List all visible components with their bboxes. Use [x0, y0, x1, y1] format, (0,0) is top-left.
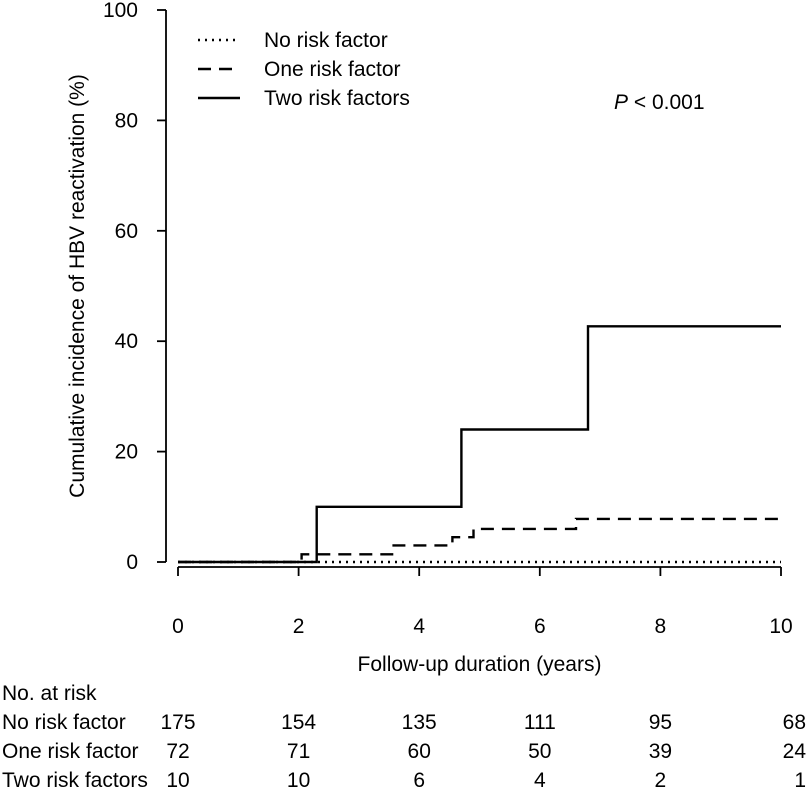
p-value-annotation: P < 0.001: [614, 91, 705, 114]
y-tick-label: 40: [115, 330, 138, 353]
risk-table-row-label: One risk factor: [2, 740, 139, 763]
axes: [165, 10, 781, 568]
risk-table-cell: 72: [166, 740, 189, 763]
risk-table-cell: 39: [649, 740, 672, 763]
legend: No risk factor One risk factor Two risk fa…: [198, 29, 410, 110]
y-tick-label: 80: [115, 109, 138, 132]
risk-table-title: No. at risk: [2, 682, 97, 705]
x-tick-label: 10: [769, 615, 792, 638]
risk-table-cell: 68: [783, 711, 806, 734]
risk-table-cell: 60: [408, 740, 431, 763]
series-line: [178, 325, 781, 564]
x-tick-label: 4: [413, 615, 425, 638]
y-tick-label: 0: [126, 551, 138, 574]
risk-table-cell: 10: [287, 769, 310, 788]
risk-table-cell: 4: [534, 769, 546, 788]
p-value-symbol: P: [614, 91, 628, 114]
y-ticks: 0 20 40 60 80 100: [103, 0, 166, 574]
y-axis-label: Cumulative incidence of HBV reactivation…: [66, 74, 89, 498]
risk-table-cell: 175: [160, 711, 195, 734]
risk-table-cell: 71: [287, 740, 310, 763]
risk-table-cell: 6: [413, 769, 425, 788]
p-value-text: < 0.001: [628, 91, 704, 114]
y-tick-label: 20: [115, 441, 138, 464]
legend-label: One risk factor: [264, 58, 401, 81]
risk-table-cell: 1: [794, 769, 806, 788]
y-tick-label: 60: [115, 220, 138, 243]
x-ticks: 0 2 4 6 8 10: [172, 567, 793, 638]
series-lines: [178, 325, 781, 564]
x-tick-label: 8: [655, 615, 667, 638]
risk-table-cell: 2: [655, 769, 667, 788]
risk-table-cell: 24: [783, 740, 807, 763]
risk-table-cell: 50: [528, 740, 551, 763]
x-tick-label: 2: [293, 615, 305, 638]
risk-table-cell: 135: [402, 711, 437, 734]
legend-label: Two risk factors: [264, 87, 410, 110]
series-line: [178, 517, 781, 564]
risk-table-cell: 111: [524, 711, 556, 734]
y-tick-label: 100: [103, 0, 138, 22]
x-tick-label: 6: [534, 615, 546, 638]
risk-table-row-label: Two risk factors: [2, 769, 148, 788]
risk-table-row-label: No risk factor: [2, 711, 126, 734]
x-axis-label: Follow-up duration (years): [358, 653, 602, 676]
risk-table: No. at risk No risk factor 175 154 135 111 95…: [2, 682, 806, 788]
risk-table-cell: 10: [166, 769, 189, 788]
risk-table-cell: 154: [281, 711, 316, 734]
x-tick-label: 0: [172, 615, 184, 638]
risk-table-cell: 95: [649, 711, 672, 734]
legend-label: No risk factor: [264, 29, 388, 52]
